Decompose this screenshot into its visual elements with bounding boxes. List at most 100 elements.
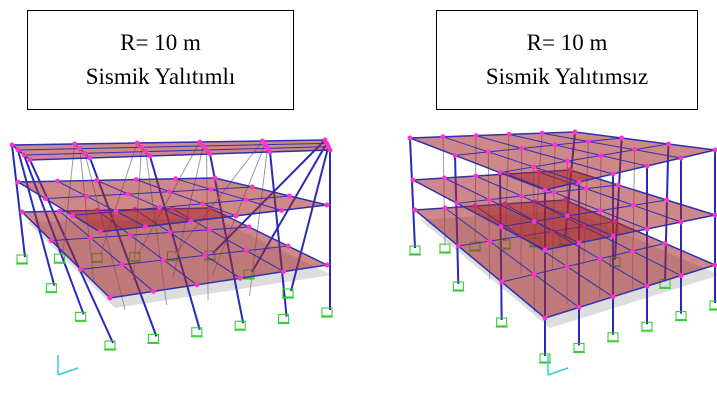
joint <box>203 253 208 258</box>
joint <box>584 186 589 191</box>
label-line: R= 10 m <box>120 26 201 60</box>
joint <box>114 209 119 214</box>
joint <box>679 273 684 278</box>
joint <box>161 258 166 263</box>
joint <box>663 241 668 246</box>
joint <box>188 219 193 224</box>
joint <box>10 143 15 148</box>
joint <box>201 144 206 149</box>
column <box>270 152 287 317</box>
label-box: R= 10 m Sismik Yalıtımlı <box>27 10 294 110</box>
joint <box>553 142 558 147</box>
joint <box>586 139 591 144</box>
page: R= 10 m Sismik Yalıtımlı R= 10 m Sismik … <box>0 0 717 410</box>
joint <box>157 205 162 210</box>
joint <box>139 145 144 150</box>
joint <box>499 224 504 229</box>
joint <box>577 241 582 246</box>
joint <box>631 203 636 208</box>
joint <box>713 213 717 218</box>
joint <box>128 233 133 238</box>
joint <box>286 244 291 249</box>
joint <box>49 238 54 243</box>
joint <box>507 132 512 137</box>
joint <box>645 164 650 169</box>
joint <box>208 152 213 157</box>
joint <box>238 276 243 281</box>
joint <box>487 197 492 202</box>
label-line: R= 10 m <box>527 26 608 60</box>
joint <box>619 136 624 141</box>
joint <box>197 140 202 145</box>
joint <box>456 244 461 249</box>
joint <box>540 131 545 136</box>
label-line: Sismik Yalıtımsız <box>486 60 648 94</box>
joint <box>88 235 93 240</box>
joint <box>679 220 684 225</box>
joint <box>573 130 578 135</box>
joint <box>213 176 218 181</box>
joint <box>325 203 330 208</box>
joint <box>532 219 537 224</box>
joint <box>200 201 205 206</box>
joint <box>413 208 418 213</box>
joint <box>143 149 148 154</box>
joint <box>551 190 556 195</box>
joint <box>519 146 524 151</box>
joint <box>597 256 602 261</box>
joint <box>577 305 582 310</box>
joint <box>204 148 209 153</box>
joint <box>16 148 21 153</box>
joint <box>247 225 252 230</box>
joint <box>20 210 25 215</box>
joint <box>22 153 27 158</box>
joint <box>72 142 77 147</box>
axis-marker <box>58 368 78 375</box>
joint <box>611 172 616 177</box>
joint <box>328 148 333 153</box>
joint <box>611 294 616 299</box>
joint <box>611 234 616 239</box>
joint <box>441 134 446 139</box>
joint <box>77 146 82 151</box>
joint <box>543 316 548 321</box>
joint <box>632 147 637 152</box>
joint <box>167 230 172 235</box>
joint <box>16 180 21 185</box>
label-line: Sismik Yalıtımlı <box>86 60 236 94</box>
axis-marker <box>548 368 568 375</box>
joint <box>577 180 582 185</box>
joint <box>565 264 570 269</box>
label-box: R= 10 m Sismik Yalıtımsız <box>436 10 698 110</box>
joint <box>565 214 570 219</box>
joint <box>453 153 458 158</box>
joint <box>411 178 416 183</box>
joint <box>268 150 273 155</box>
joint <box>487 239 492 244</box>
joint <box>84 194 89 199</box>
joint <box>55 179 60 184</box>
joint <box>88 156 93 161</box>
joint <box>713 148 717 153</box>
joint <box>167 189 172 194</box>
joint <box>143 224 148 229</box>
joint <box>244 248 249 253</box>
joint <box>244 197 249 202</box>
joint <box>532 272 537 277</box>
joint <box>120 262 125 267</box>
joint <box>498 170 503 175</box>
joint <box>664 198 669 203</box>
joint <box>250 185 255 190</box>
joint <box>565 159 570 164</box>
joint <box>28 158 33 163</box>
slab <box>12 140 330 160</box>
joint <box>616 183 621 188</box>
joint <box>645 284 650 289</box>
joint <box>148 154 153 159</box>
joint <box>543 248 548 253</box>
joint <box>94 178 99 183</box>
joint <box>43 196 48 201</box>
joint <box>234 213 239 218</box>
joint <box>57 209 62 214</box>
joint <box>78 267 83 272</box>
